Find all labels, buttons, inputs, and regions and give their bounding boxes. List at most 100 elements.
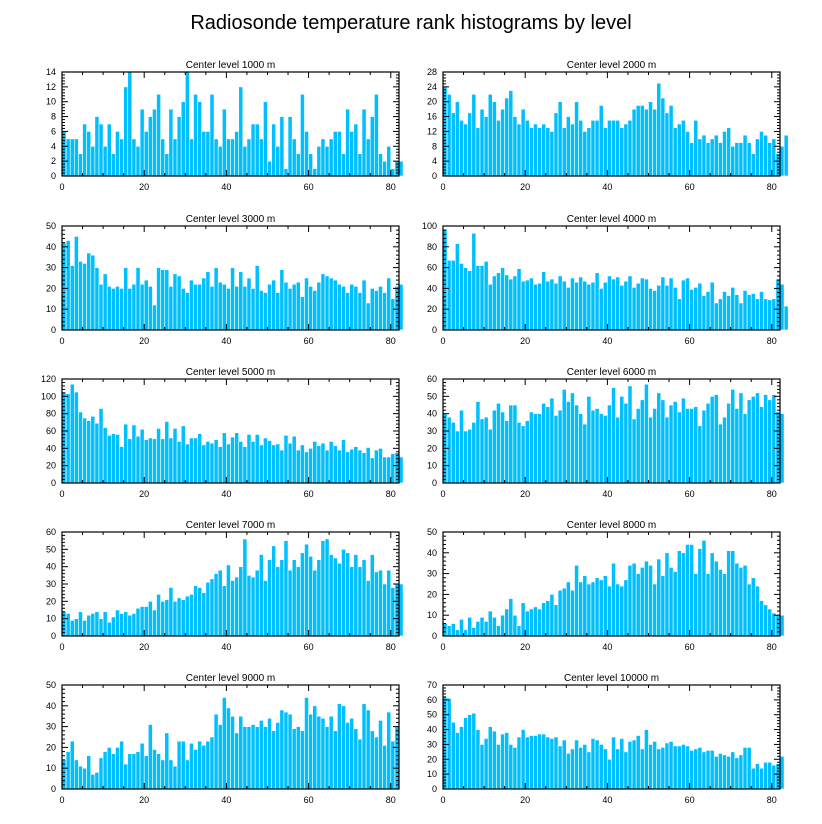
bar <box>226 564 231 637</box>
bar <box>738 142 744 177</box>
bar <box>594 739 600 790</box>
bar <box>258 138 264 177</box>
bar <box>644 383 649 484</box>
bar <box>549 738 555 790</box>
y-tick-label: 40 <box>427 409 437 419</box>
bar <box>463 629 468 637</box>
bar <box>730 145 736 177</box>
bar <box>102 611 108 637</box>
y-tick-label: 10 <box>46 763 56 773</box>
y-tick-label: 120 <box>41 374 56 384</box>
bar <box>291 559 297 637</box>
y-tick-label: 28 <box>427 67 437 77</box>
bar <box>295 726 301 790</box>
bar <box>316 281 322 331</box>
bar <box>254 265 260 331</box>
x-tick-label: 0 <box>440 642 445 652</box>
bar <box>652 741 658 790</box>
bar <box>205 441 211 484</box>
y-tick-label: 30 <box>46 263 56 273</box>
bar <box>779 145 785 177</box>
bar <box>565 116 571 177</box>
x-tick-label: 40 <box>602 336 612 346</box>
bar <box>258 720 264 790</box>
bar <box>300 296 305 331</box>
y-tick-label: 4 <box>432 156 437 166</box>
bar <box>459 119 464 177</box>
bar <box>570 392 575 484</box>
bar <box>537 733 542 790</box>
bar <box>275 722 281 790</box>
bar <box>242 145 248 177</box>
bar <box>545 406 551 484</box>
bar <box>226 443 231 484</box>
bar <box>86 420 92 484</box>
bar <box>168 759 174 790</box>
bar <box>545 736 551 790</box>
panel-title: Center level 8000 m <box>567 520 657 531</box>
y-tick-label: 60 <box>427 263 437 273</box>
bar <box>718 142 723 177</box>
bar <box>693 573 699 637</box>
bar <box>734 408 740 484</box>
bar <box>160 438 166 484</box>
bar <box>738 567 744 637</box>
bar <box>246 277 252 331</box>
bar <box>234 732 240 790</box>
plot-frame <box>61 225 400 331</box>
panel-6: Center level 6000 m 0 20 40 60 80 0 10 20 30 40 50 6… <box>427 367 785 499</box>
bar <box>479 108 485 177</box>
bar <box>656 284 662 331</box>
bar <box>127 71 133 177</box>
bar <box>549 278 555 331</box>
bar <box>594 272 600 331</box>
bar <box>111 753 116 790</box>
bar <box>475 127 481 177</box>
bar <box>771 764 777 790</box>
bar <box>337 449 342 484</box>
y-tick-label: 2 <box>51 156 56 166</box>
bar <box>263 292 268 331</box>
bar <box>90 415 96 484</box>
bar <box>123 423 129 484</box>
bar <box>324 449 330 484</box>
bar <box>242 538 248 637</box>
bar <box>631 108 637 177</box>
bar <box>74 138 79 177</box>
bar <box>570 748 575 790</box>
bar <box>446 260 452 331</box>
bar <box>131 424 137 484</box>
plot-frame <box>442 225 781 331</box>
bar <box>263 437 268 484</box>
bar <box>763 604 768 637</box>
bar <box>656 748 662 790</box>
bar <box>213 713 219 790</box>
panel-7: Center level 7000 m 0 20 40 60 80 0 10 20 30 40 50 6… <box>46 520 404 652</box>
bar <box>500 108 505 177</box>
bar <box>590 409 596 484</box>
bar <box>127 614 133 637</box>
bar <box>324 275 330 331</box>
bar <box>217 281 223 331</box>
bar <box>689 750 694 790</box>
bar <box>598 105 604 177</box>
bar <box>98 618 104 637</box>
bar <box>119 613 124 637</box>
bar <box>180 740 186 790</box>
bar <box>254 569 260 637</box>
bar <box>94 422 100 484</box>
bar <box>500 614 505 637</box>
bar <box>308 286 313 331</box>
bar <box>390 453 396 484</box>
bar <box>295 566 301 637</box>
bar <box>226 138 231 177</box>
bar <box>446 625 452 637</box>
x-tick-label: 20 <box>139 182 149 192</box>
bar <box>361 703 367 790</box>
bar <box>639 277 645 331</box>
plot-frame <box>442 531 781 637</box>
bar <box>771 298 777 331</box>
x-tick-label: 40 <box>221 642 231 652</box>
bar <box>742 134 748 177</box>
bar <box>271 730 277 790</box>
